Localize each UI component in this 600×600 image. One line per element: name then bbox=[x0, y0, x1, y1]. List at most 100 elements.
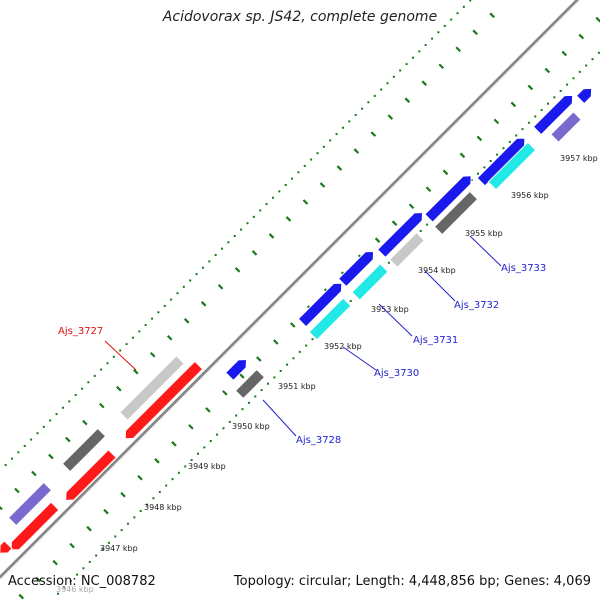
outer-dot-row-dot bbox=[23, 444, 26, 447]
outer-dot-row-dot bbox=[61, 406, 64, 409]
outer-major-tick bbox=[404, 97, 411, 103]
inner-dot-row-dot bbox=[107, 541, 110, 544]
outer-dot-row-dot bbox=[11, 457, 14, 460]
inner-major-tick bbox=[544, 67, 551, 74]
outer-dot-row-dot bbox=[386, 82, 389, 85]
gene-block-red-shape bbox=[124, 360, 204, 440]
inner-dot-row-dot bbox=[387, 261, 390, 264]
inner-dot-row-dot bbox=[69, 580, 72, 582]
inner-dot-row-dot bbox=[292, 357, 295, 360]
inner-dot-row-dot bbox=[254, 395, 257, 398]
outer-dot-row-dot bbox=[112, 355, 115, 358]
outer-dot-row-dot bbox=[437, 31, 440, 34]
outer-major-tick bbox=[132, 368, 139, 375]
scale-label: 3951 kbp bbox=[278, 382, 316, 391]
inner-dot-row-dot bbox=[515, 134, 518, 137]
gene-block-red bbox=[65, 449, 117, 501]
outer-dot-row-dot bbox=[297, 171, 300, 174]
inner-major-tick bbox=[272, 339, 279, 345]
outer-dot-row-dot bbox=[240, 228, 243, 231]
inner-major-tick bbox=[154, 458, 160, 464]
inner-major-tick bbox=[493, 118, 500, 125]
outer-dot-row-dot bbox=[367, 101, 370, 104]
gene-block-light-gray bbox=[119, 355, 185, 421]
inner-dot-row-dot bbox=[298, 350, 301, 353]
inner-dot-row-dot bbox=[158, 490, 161, 493]
inner-dot-row-dot bbox=[597, 51, 600, 54]
outer-dot-row-dot bbox=[151, 317, 154, 320]
outer-major-tick bbox=[285, 216, 292, 222]
outer-dot-row-dot bbox=[310, 158, 313, 161]
gene-label: Ajs_3733 bbox=[501, 263, 546, 274]
inner-dot-row-dot bbox=[534, 115, 537, 118]
gene-block-blue bbox=[224, 358, 248, 382]
inner-major-tick bbox=[18, 593, 24, 600]
inner-major-tick bbox=[239, 373, 245, 379]
gene-block-purple bbox=[550, 111, 582, 143]
backbone-outer bbox=[0, 0, 581, 580]
gene-block-blue bbox=[376, 211, 424, 259]
outer-dot-row-dot bbox=[348, 120, 351, 123]
outer-dot-row-dot bbox=[119, 349, 122, 352]
inner-dot-row-dot bbox=[95, 554, 98, 557]
outer-major-tick bbox=[370, 131, 377, 137]
inner-major-tick bbox=[374, 237, 381, 243]
inner-dot-row-dot bbox=[228, 420, 231, 423]
inner-dot-row-dot bbox=[235, 414, 238, 417]
inner-dot-row-dot bbox=[489, 159, 492, 162]
scale-label: 3956 kbp bbox=[511, 191, 549, 200]
outer-dot-row-dot bbox=[131, 336, 134, 339]
inner-major-tick bbox=[527, 84, 534, 91]
outer-dot-row-dot bbox=[49, 419, 52, 422]
outer-dot-row-dot bbox=[418, 50, 421, 53]
outer-major-tick bbox=[438, 63, 445, 70]
inner-dot-row-dot bbox=[101, 548, 104, 551]
gene-block-blue bbox=[424, 175, 472, 223]
outer-dot-row-dot bbox=[265, 203, 268, 206]
inner-dot-row-dot bbox=[496, 153, 499, 156]
inner-dot-row-dot bbox=[196, 452, 199, 455]
gene-block-dark-gray bbox=[234, 368, 266, 400]
gene-block-cyan bbox=[308, 297, 352, 341]
outer-dot-row-dot bbox=[278, 190, 281, 193]
scale-label: 3946 kbp bbox=[56, 585, 94, 594]
inner-dot-row-dot bbox=[56, 592, 59, 595]
inner-major-tick bbox=[35, 576, 41, 583]
outer-major-tick bbox=[251, 250, 258, 256]
gene-label-leader bbox=[378, 303, 413, 337]
inner-dot-row-dot bbox=[279, 369, 282, 372]
inner-dot-row-dot bbox=[311, 338, 314, 341]
outer-dot-row-dot bbox=[341, 126, 344, 129]
outer-dot-row-dot bbox=[176, 292, 179, 295]
inner-major-tick bbox=[391, 220, 398, 226]
outer-dot-row-dot bbox=[214, 254, 217, 257]
outer-dot-row-dot bbox=[322, 145, 325, 148]
inner-dot-row-dot bbox=[585, 64, 588, 67]
inner-major-tick bbox=[222, 390, 228, 396]
inner-dot-row-dot bbox=[82, 567, 85, 570]
outer-dot-row-dot bbox=[233, 234, 236, 237]
gene-block-cyan-shape bbox=[308, 297, 352, 341]
outer-dot-row-dot bbox=[424, 44, 427, 47]
inner-dot-row-dot bbox=[152, 497, 155, 500]
gene-block-light-gray-shape bbox=[388, 231, 426, 269]
gene-block-red-shape bbox=[65, 449, 117, 501]
inner-dot-row-dot bbox=[578, 70, 581, 73]
inner-dot-row-dot bbox=[540, 109, 543, 112]
gene-label: Ajs_3731 bbox=[413, 335, 458, 346]
scale-label: 3949 kbp bbox=[188, 462, 226, 471]
inner-major-tick bbox=[137, 474, 143, 481]
inner-major-tick bbox=[103, 508, 109, 515]
gene-block-light-gray bbox=[388, 231, 426, 269]
gene-block-cyan-shape bbox=[487, 141, 537, 191]
gene-label-leader bbox=[342, 346, 377, 371]
inner-dot-row-dot bbox=[470, 179, 473, 182]
outer-dot-row-dot bbox=[55, 413, 58, 416]
inner-dot-row-dot bbox=[572, 77, 575, 80]
scale-label: 3952 kbp bbox=[324, 342, 362, 351]
outer-dot-row-dot bbox=[227, 241, 230, 244]
gene-label-leader bbox=[469, 235, 502, 267]
gene-block-dark-gray-shape bbox=[234, 368, 266, 400]
topology-text: Topology: circular; Length: 4,448,856 bp… bbox=[233, 574, 591, 589]
